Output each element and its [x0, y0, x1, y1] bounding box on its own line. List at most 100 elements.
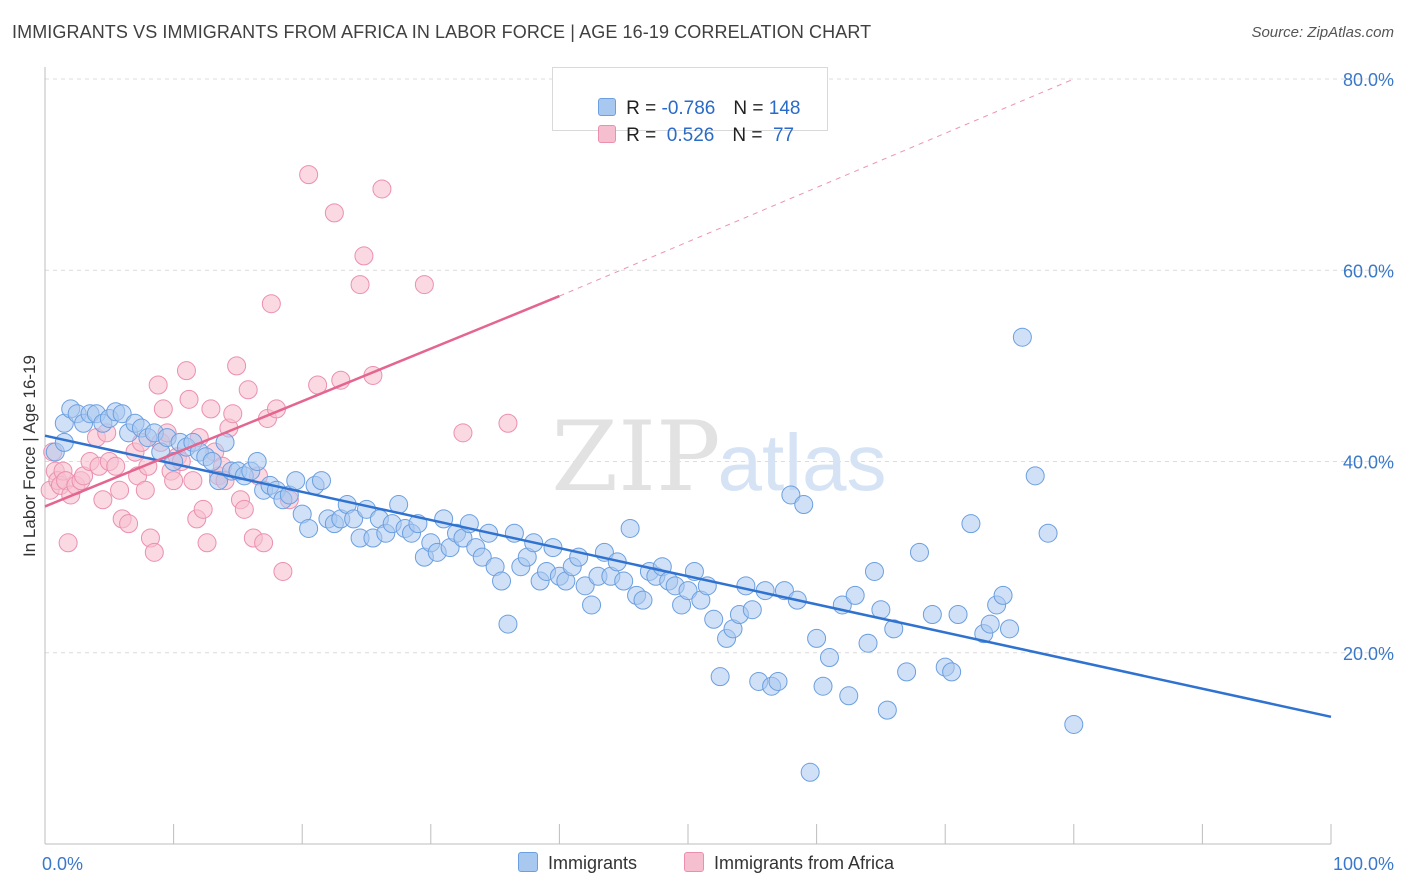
data-point-immigrants: [633, 590, 653, 610]
data-point-immigrants-from-africa: [350, 275, 370, 295]
data-point-immigrants-from-africa: [273, 561, 293, 581]
data-point-immigrants-from-africa: [197, 533, 217, 553]
x-tick-label: 0.0%: [42, 854, 83, 874]
data-point-immigrants: [736, 576, 756, 596]
data-point-immigrants: [897, 662, 917, 682]
data-point-immigrants: [807, 628, 827, 648]
data-point-immigrants-from-africa: [254, 533, 274, 553]
data-point-immigrants-from-africa: [176, 361, 196, 381]
legend-r-label: R =: [626, 125, 662, 146]
legend-r-label: R =: [626, 98, 662, 119]
data-point-immigrants: [344, 509, 364, 529]
data-point-immigrants: [922, 605, 942, 624]
data-point-immigrants-from-africa: [179, 389, 199, 409]
data-point-immigrants-from-africa: [453, 423, 473, 443]
data-point-immigrants: [839, 686, 859, 706]
data-point-immigrants-from-africa: [93, 490, 113, 510]
watermark-atlas: atlas: [718, 418, 887, 507]
data-point-immigrants-from-africa: [148, 375, 168, 395]
data-point-immigrants: [794, 495, 814, 515]
data-point-immigrants: [768, 671, 788, 691]
data-point-immigrants-from-africa: [227, 356, 247, 376]
data-point-immigrants: [1000, 619, 1019, 639]
data-point-immigrants-from-africa: [153, 399, 173, 419]
data-point-immigrants: [678, 581, 698, 601]
chart-source: Source: ZipAtlas.com: [1251, 24, 1394, 41]
data-point-immigrants: [877, 700, 897, 720]
data-point-immigrants: [845, 585, 865, 605]
data-point-immigrants: [961, 514, 981, 534]
data-point-immigrants: [813, 676, 833, 696]
bottom-legend-label: Immigrants: [548, 853, 638, 873]
trend-line-immigrants-from-africa: [44, 294, 560, 508]
data-point-immigrants-from-africa: [144, 542, 164, 562]
data-point-immigrants-from-africa: [414, 275, 434, 295]
data-point-immigrants: [864, 561, 884, 581]
bottom-legend-immigrants: Immigrants: [518, 852, 637, 874]
data-point-immigrants-from-africa: [201, 399, 221, 419]
data-point-immigrants: [948, 605, 968, 624]
data-point-immigrants: [112, 404, 132, 424]
data-point-immigrants: [209, 471, 229, 491]
data-point-immigrants-from-africa: [299, 165, 319, 185]
trend-line-extension-immigrants-from-africa: [559, 78, 1074, 297]
data-point-immigrants: [575, 576, 595, 596]
y-tick-label: 80.0%: [1343, 70, 1394, 90]
data-point-immigrants: [614, 571, 634, 591]
data-point-immigrants: [311, 471, 331, 491]
data-point-immigrants-from-africa: [498, 413, 518, 433]
data-point-immigrants: [1064, 714, 1084, 734]
legend-n-value: 77: [767, 125, 795, 146]
y-tick-label: 60.0%: [1343, 261, 1394, 281]
watermark: ZIP atlas: [551, 401, 886, 513]
data-point-immigrants-from-africa: [164, 471, 184, 491]
legend-row-immigrants-from-africa: R = 0.526 N = 77: [577, 103, 794, 169]
legend-n-label: N =: [732, 125, 768, 146]
legend-n-value: 148: [768, 98, 801, 119]
data-point-immigrants-from-africa: [354, 246, 374, 266]
data-point-immigrants: [1025, 466, 1045, 486]
data-point-immigrants: [781, 485, 801, 505]
trend-lines: [44, 78, 1332, 719]
data-point-immigrants: [800, 762, 820, 782]
data-point-immigrants: [620, 518, 640, 538]
y-tick-label: 20.0%: [1343, 644, 1394, 664]
bottom-legend-immigrants-from-africa: Immigrants from Africa: [684, 852, 894, 874]
data-point-immigrants: [909, 542, 929, 562]
data-point-immigrants-from-africa: [119, 514, 139, 534]
data-point-immigrants-from-africa: [324, 203, 344, 223]
y-axis-label: In Labor Force | Age 16-19: [20, 355, 39, 557]
data-point-immigrants-from-africa: [135, 480, 155, 500]
data-point-immigrants: [704, 609, 724, 629]
watermark-zip: ZIP: [551, 401, 720, 513]
data-point-immigrants-from-africa: [234, 499, 254, 519]
data-point-immigrants: [492, 571, 512, 591]
data-point-immigrants: [286, 471, 306, 491]
data-point-immigrants-from-africa: [106, 456, 126, 476]
legend-r-value: -0.786: [661, 98, 716, 119]
data-point-immigrants: [1038, 523, 1058, 543]
data-point-immigrants: [819, 648, 839, 668]
data-point-immigrants: [472, 547, 492, 567]
data-point-immigrants: [980, 614, 1000, 634]
bottom-legend-swatch-blue: [518, 852, 538, 872]
data-point-immigrants: [884, 619, 904, 639]
stats-legend: R = -0.786 N = 148 R = 0.526 N = 77: [552, 67, 828, 146]
data-point-immigrants: [1012, 327, 1032, 347]
bottom-legend-label: Immigrants from Africa: [714, 853, 895, 873]
tick-labels: 20.0% 40.0% 60.0% 80.0% 0.0% 100.0%: [42, 70, 1394, 874]
legend-r-value: 0.526: [661, 125, 715, 146]
data-point-immigrants: [498, 614, 518, 634]
bottom-legend-swatch-pink: [684, 852, 704, 872]
data-point-immigrants: [858, 633, 878, 653]
data-point-immigrants-from-africa: [261, 294, 281, 314]
legend-swatch-blue: [598, 98, 617, 116]
data-point-immigrants: [942, 662, 962, 682]
data-point-immigrants-from-africa: [183, 471, 203, 491]
data-point-immigrants: [993, 585, 1013, 605]
data-point-immigrants-from-africa: [110, 480, 130, 500]
data-point-immigrants-from-africa: [193, 499, 213, 519]
data-point-immigrants: [710, 667, 730, 687]
data-point-immigrants: [299, 518, 319, 538]
